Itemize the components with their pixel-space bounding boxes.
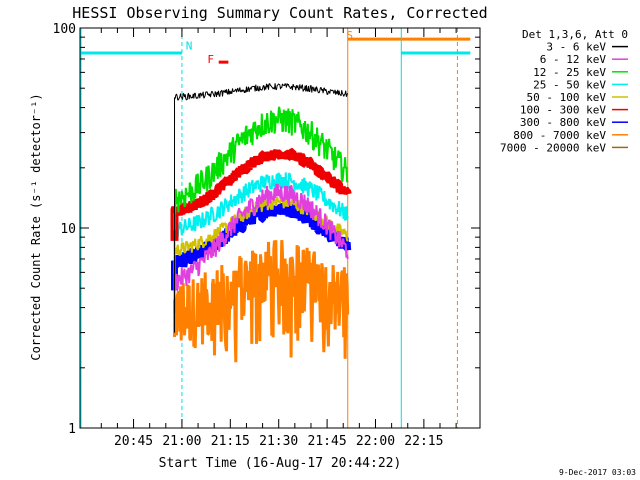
footer-timestamp: 9-Dec-2017 03:03 [559,468,636,477]
y-tick-label: 10 [60,222,76,237]
series-trace-5 [170,147,352,241]
legend-label: 7000 - 20000 keV [500,141,606,154]
x-tick-label: 21:30 [259,434,298,449]
legend-label: 800 - 7000 keV [513,129,606,142]
series-trace-7 [173,240,350,363]
legend-label: 3 - 6 keV [546,41,606,54]
x-tick-label: 21:45 [308,434,347,449]
x-tick-label: 21:15 [211,434,250,449]
x-tick-label: 22:15 [404,434,443,449]
legend-label: 12 - 25 keV [533,66,606,79]
x-tick-label: 22:00 [356,434,395,449]
series-trace-0 [174,83,349,123]
x-axis-label: Start Time (16-Aug-17 20:44:22) [159,456,402,471]
legend-label: 25 - 50 keV [533,78,606,91]
y-axis-label: Corrected Count Rate (s⁻¹ detector⁻¹) [29,93,43,360]
annotation-f: F [207,53,214,66]
annotation-n: N [186,40,193,53]
legend-label: 6 - 12 keV [540,53,607,66]
series-trace-1 [173,183,349,314]
chart-title: HESSI Observing Summary Count Rates, Cor… [72,4,487,22]
legend-title: Det 1,3,6, Att 0 [522,28,628,41]
x-tick-label: 21:00 [162,434,201,449]
y-tick-label: 1 [68,422,76,437]
legend-label: 300 - 800 keV [520,116,606,129]
series-trace-3 [173,172,349,258]
legend-label: 100 - 300 keV [520,104,606,117]
y-tick-label: 100 [53,22,76,37]
series-trace-2 [173,106,349,231]
legend-label: 50 - 100 keV [527,91,607,104]
annotation-s: S [346,29,353,42]
x-tick-label: 20:45 [114,434,153,449]
